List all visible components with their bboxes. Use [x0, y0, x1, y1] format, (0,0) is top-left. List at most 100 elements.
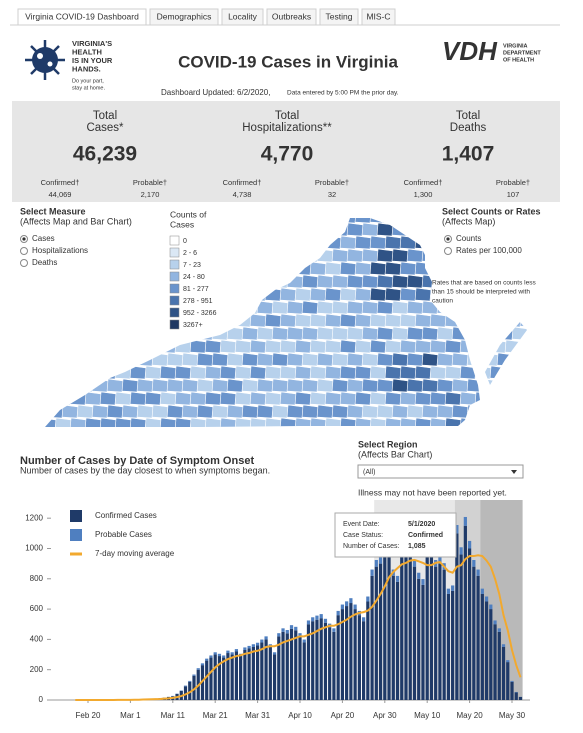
tab[interactable] [221, 8, 264, 26]
county [369, 365, 387, 380]
county [414, 261, 432, 276]
map-legend-label: 3267+ [183, 322, 203, 329]
bar-segment [518, 696, 523, 700]
county [234, 313, 252, 328]
tab[interactable] [266, 8, 317, 26]
county [226, 378, 244, 393]
county [151, 248, 169, 263]
radio[interactable] [20, 259, 28, 267]
tab[interactable] [17, 8, 147, 26]
county [399, 261, 417, 276]
bar-segment [476, 575, 480, 700]
county [45, 365, 57, 380]
county [421, 248, 439, 263]
radio-dot[interactable] [446, 237, 450, 241]
county [369, 218, 387, 224]
bar-segment [361, 617, 366, 622]
bar-segment [497, 628, 501, 632]
county [46, 300, 64, 315]
county [219, 313, 237, 328]
county [294, 218, 312, 224]
county [256, 352, 274, 367]
county [129, 313, 147, 328]
radio-label[interactable]: Counts [456, 234, 481, 243]
county [504, 365, 522, 380]
dropdown-value[interactable]: (All) [363, 469, 375, 476]
radio[interactable] [20, 247, 28, 255]
tab[interactable] [319, 8, 359, 26]
county [316, 248, 334, 263]
radio-label[interactable]: Rates per 100,000 [456, 246, 522, 255]
bar-segment [205, 660, 209, 700]
county [211, 222, 229, 237]
tab-label[interactable]: Demographics [157, 11, 212, 21]
radio-label[interactable]: Cases [32, 234, 55, 243]
county [144, 261, 162, 276]
tooltip-label: Number of Cases: [343, 543, 399, 550]
radio[interactable] [444, 247, 452, 255]
county [324, 313, 342, 328]
county [301, 248, 319, 263]
radio-label[interactable]: Deaths [32, 258, 57, 267]
county [45, 339, 57, 354]
county [414, 218, 432, 224]
bar-segment [336, 610, 340, 616]
county [129, 391, 147, 406]
county [249, 287, 267, 302]
county [99, 261, 117, 276]
county [144, 339, 162, 354]
county [414, 365, 432, 380]
county [114, 235, 132, 250]
tab-label[interactable]: Outbreaks [272, 11, 311, 21]
county [106, 300, 124, 315]
bar-segment [429, 551, 434, 700]
dropdown-arrow[interactable] [511, 470, 517, 474]
radio-label[interactable]: Hospitalizations [32, 246, 88, 255]
county [316, 274, 334, 289]
county [459, 365, 477, 380]
county [496, 222, 514, 237]
bar-segment [319, 618, 323, 700]
tab[interactable] [149, 8, 219, 26]
county [84, 339, 102, 354]
county [271, 378, 289, 393]
x-tick-label: May 20 [456, 711, 483, 720]
county [301, 352, 319, 367]
bar-segment [315, 615, 319, 620]
county [264, 235, 282, 250]
county [114, 287, 132, 302]
county [121, 274, 139, 289]
county [474, 391, 492, 406]
tab-label[interactable]: Virginia COVID-19 Dashboard [25, 11, 139, 21]
county [414, 417, 432, 427]
county [369, 391, 387, 406]
tab-label[interactable]: Testing [326, 11, 353, 21]
tab-label[interactable]: Locality [228, 11, 258, 21]
dropdown-box[interactable] [357, 464, 524, 479]
logo-line: HEALTH [72, 47, 102, 56]
county [451, 404, 469, 419]
county [241, 248, 259, 263]
tab-label[interactable]: MIS-C [366, 11, 390, 21]
y-tick-label: 1200 [25, 513, 43, 522]
county [219, 339, 237, 354]
bar-segment [311, 621, 315, 700]
bar-segment [345, 606, 349, 700]
county [196, 248, 214, 263]
county [369, 287, 387, 302]
map-legend-label: 952 - 3266 [183, 310, 217, 317]
bar-segment [294, 630, 298, 700]
county [84, 287, 102, 302]
tab[interactable] [361, 8, 396, 26]
region-dropdown[interactable]: (All) [357, 464, 524, 479]
map-legend-label: 2 - 6 [183, 250, 197, 257]
radio-dot[interactable] [22, 237, 26, 241]
county [121, 352, 139, 367]
county [339, 365, 357, 380]
county [136, 326, 154, 341]
county [399, 313, 417, 328]
county [264, 417, 282, 427]
x-tick-label: Apr 10 [288, 711, 312, 720]
bar-segment [463, 516, 467, 526]
county [519, 261, 527, 276]
